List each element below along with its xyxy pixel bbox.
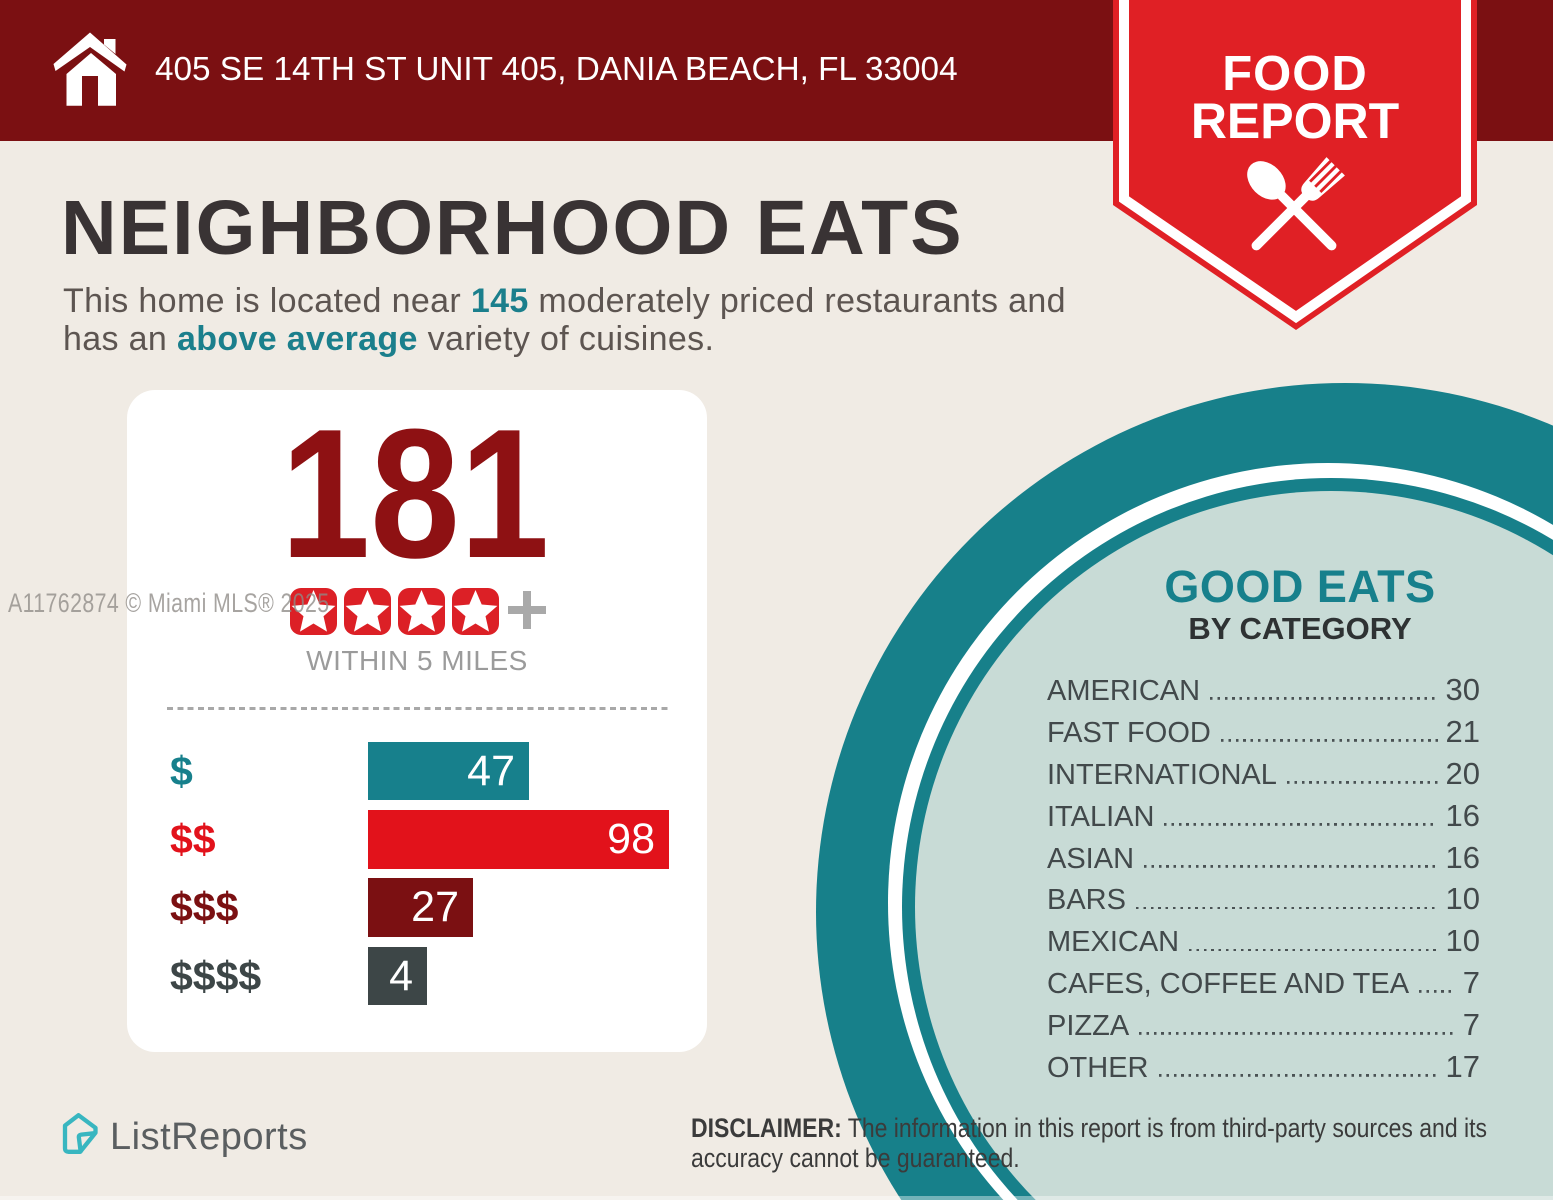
svg-text:FOOD: FOOD (1222, 47, 1368, 101)
svg-text:REPORT: REPORT (1191, 93, 1399, 149)
